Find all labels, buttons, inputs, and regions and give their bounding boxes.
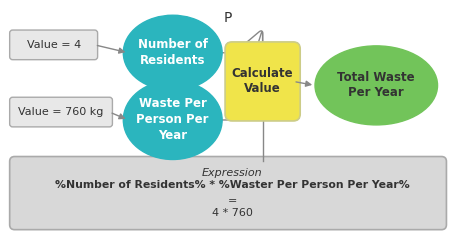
Ellipse shape xyxy=(315,46,438,125)
FancyBboxPatch shape xyxy=(225,42,300,121)
Ellipse shape xyxy=(123,15,222,90)
Text: P: P xyxy=(224,11,232,25)
Text: %Number of Residents% * %Waster Per Person Per Year%: %Number of Residents% * %Waster Per Pers… xyxy=(54,180,409,190)
Text: Total Waste
Per Year: Total Waste Per Year xyxy=(338,71,415,99)
Text: Calculate
Value: Calculate Value xyxy=(232,67,293,95)
Text: Waste Per
Person Per
Year: Waste Per Person Per Year xyxy=(136,98,209,142)
Ellipse shape xyxy=(123,80,222,160)
Text: Number of
Residents: Number of Residents xyxy=(138,38,208,67)
Text: Value = 760 kg: Value = 760 kg xyxy=(18,107,104,117)
FancyBboxPatch shape xyxy=(10,157,446,230)
Text: Expression: Expression xyxy=(202,168,262,178)
Text: Value = 4: Value = 4 xyxy=(27,40,81,50)
Text: =: = xyxy=(227,196,237,206)
FancyBboxPatch shape xyxy=(10,30,98,60)
FancyBboxPatch shape xyxy=(10,97,113,127)
Text: 4 * 760: 4 * 760 xyxy=(212,208,252,218)
